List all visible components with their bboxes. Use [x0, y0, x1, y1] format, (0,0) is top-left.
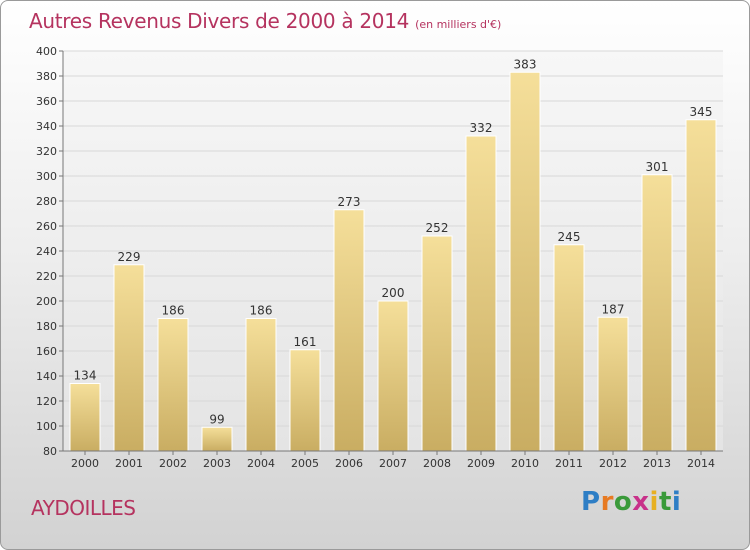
brand-letter: i [671, 487, 682, 517]
x-tick-label: 2008 [423, 457, 451, 470]
brand-letter: x [632, 487, 650, 517]
y-tick-label: 380 [36, 70, 57, 83]
x-tick-label: 2014 [687, 457, 715, 470]
value-label: 161 [294, 335, 317, 349]
value-label: 245 [558, 230, 581, 244]
value-label: 99 [209, 412, 224, 426]
value-label: 186 [250, 304, 273, 318]
y-tick-label: 400 [36, 45, 57, 58]
bar-2001 [113, 264, 145, 452]
x-tick-label: 2007 [379, 457, 407, 470]
brand-letter: P [581, 487, 601, 517]
x-tick-label: 2004 [247, 457, 275, 470]
title-main: Autres Revenus Divers de 2000 à 2014 [29, 9, 410, 33]
y-tick-label: 360 [36, 95, 57, 108]
x-tick-label: 2002 [159, 457, 187, 470]
y-tick-label: 320 [36, 145, 57, 158]
bar-2010 [509, 71, 541, 452]
brand-letter: r [600, 487, 614, 517]
x-tick-label: 2009 [467, 457, 495, 470]
bar-2011 [553, 244, 585, 452]
value-label: 332 [470, 121, 493, 135]
brand-letter: i [649, 487, 659, 517]
bar-2007 [377, 300, 409, 452]
proxiti-logo: Proxiti [581, 487, 681, 517]
bar-2014 [685, 119, 717, 452]
bar-2012 [597, 316, 629, 452]
y-tick-label: 180 [36, 320, 57, 333]
commune-name: AYDOILLES [31, 496, 136, 520]
y-tick-label: 220 [36, 270, 57, 283]
bar-2008 [421, 235, 453, 452]
x-tick-label: 2003 [203, 457, 231, 470]
title-unit: (en milliers d'€) [415, 18, 502, 31]
bar-2000 [69, 383, 101, 452]
x-tick-label: 2012 [599, 457, 627, 470]
bar-2013 [641, 174, 673, 452]
bar-2005 [289, 349, 321, 452]
value-label: 134 [74, 369, 97, 383]
x-tick-label: 2006 [335, 457, 363, 470]
value-label: 187 [602, 302, 625, 316]
x-tick-label: 2010 [511, 457, 539, 470]
y-tick-label: 140 [36, 370, 57, 383]
x-tick-label: 2013 [643, 457, 671, 470]
chart-title: Autres Revenus Divers de 2000 à 2014 (en … [29, 9, 501, 33]
y-tick-label: 200 [36, 295, 57, 308]
y-tick-label: 260 [36, 220, 57, 233]
y-tick-label: 240 [36, 245, 57, 258]
y-tick-label: 340 [36, 120, 57, 133]
x-tick-label: 2001 [115, 457, 143, 470]
x-tick-label: 2005 [291, 457, 319, 470]
x-tick-label: 2011 [555, 457, 583, 470]
y-tick-label: 280 [36, 195, 57, 208]
y-tick-label: 80 [43, 445, 57, 458]
y-tick-label: 120 [36, 395, 57, 408]
value-label: 252 [426, 221, 449, 235]
value-label: 200 [382, 286, 405, 300]
bar-2006 [333, 209, 365, 452]
value-label: 229 [118, 250, 141, 264]
y-tick-label: 300 [36, 170, 57, 183]
brand-letter: o [613, 487, 633, 517]
bar-2002 [157, 318, 189, 452]
y-tick-label: 160 [36, 345, 57, 358]
bar-2009 [465, 135, 497, 452]
x-tick-label: 2000 [71, 457, 99, 470]
bar-2004 [245, 318, 277, 452]
value-label: 383 [514, 57, 537, 71]
y-tick-label: 100 [36, 420, 57, 433]
value-label: 186 [162, 304, 185, 318]
value-label: 273 [338, 195, 361, 209]
value-label: 301 [646, 160, 669, 174]
value-label: 345 [690, 105, 713, 119]
brand-letter: t [658, 487, 672, 517]
bar-2003 [201, 426, 233, 452]
